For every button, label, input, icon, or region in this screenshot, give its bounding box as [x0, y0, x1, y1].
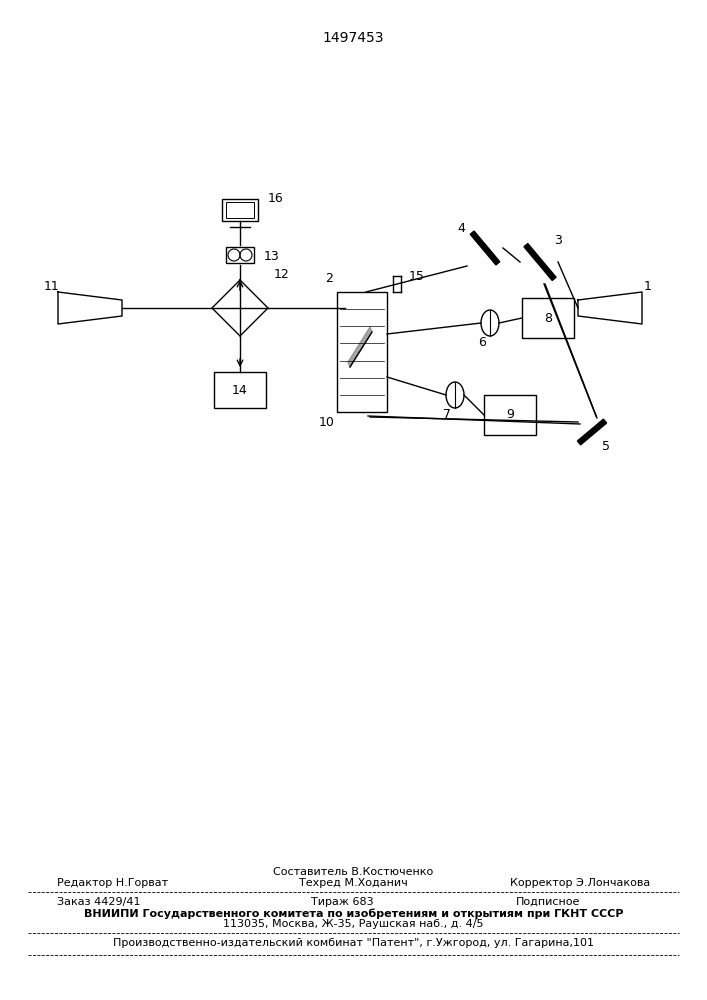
Text: 6: 6 [478, 336, 486, 350]
Polygon shape [578, 419, 607, 445]
Bar [337, 292, 387, 412]
Text: 12: 12 [274, 268, 290, 282]
Bar [522, 298, 574, 338]
Text: 113035, Москва, Ж-35, Раушская наб., д. 4/5: 113035, Москва, Ж-35, Раушская наб., д. … [223, 919, 484, 929]
Text: 9: 9 [506, 408, 514, 422]
Text: Заказ 4429/41: Заказ 4429/41 [57, 897, 140, 907]
Text: 16: 16 [268, 192, 284, 206]
Text: 13: 13 [264, 250, 280, 263]
Text: ВНИИПИ Государственного комитета по изобретениям и открытиям при ГКНТ СССР: ВНИИПИ Государственного комитета по изоб… [83, 909, 624, 919]
Text: 1497453: 1497453 [322, 31, 384, 45]
Text: Производственно-издательский комбинат "Патент", г.Ужгород, ул. Гагарина,101: Производственно-издательский комбинат "П… [113, 938, 594, 948]
Text: 15: 15 [409, 269, 425, 282]
Text: 8: 8 [544, 312, 552, 324]
Bar [226, 247, 254, 263]
Bar [226, 202, 254, 218]
Text: Подписное: Подписное [516, 897, 580, 907]
Text: 2: 2 [325, 271, 333, 284]
Bar [214, 372, 266, 408]
Text: 14: 14 [232, 383, 248, 396]
Bar [484, 395, 536, 435]
Text: 1: 1 [644, 279, 652, 292]
Text: Тираж 683: Тираж 683 [311, 897, 374, 907]
Text: 11: 11 [44, 279, 60, 292]
Text: 3: 3 [554, 233, 562, 246]
Text: Составитель В.Костюченко: Составитель В.Костюченко [274, 867, 433, 877]
Bar [222, 199, 258, 221]
Polygon shape [524, 244, 556, 280]
Polygon shape [348, 327, 372, 367]
Text: 10: 10 [319, 416, 335, 428]
Text: 5: 5 [602, 440, 610, 452]
Text: Редактор Н.Горват: Редактор Н.Горват [57, 878, 168, 888]
Text: 7: 7 [443, 408, 451, 422]
Polygon shape [470, 231, 500, 265]
Text: 4: 4 [457, 222, 465, 234]
Text: Корректор Э.Лончакова: Корректор Э.Лончакова [510, 878, 650, 888]
Text: Техред М.Ходанич: Техред М.Ходанич [299, 878, 408, 888]
